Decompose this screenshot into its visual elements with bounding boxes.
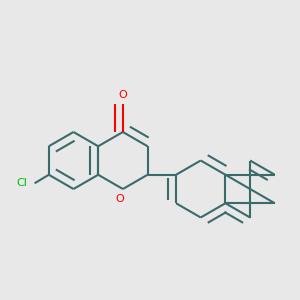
Text: Cl: Cl [16,178,27,188]
Text: O: O [118,90,127,100]
Text: O: O [116,194,124,204]
